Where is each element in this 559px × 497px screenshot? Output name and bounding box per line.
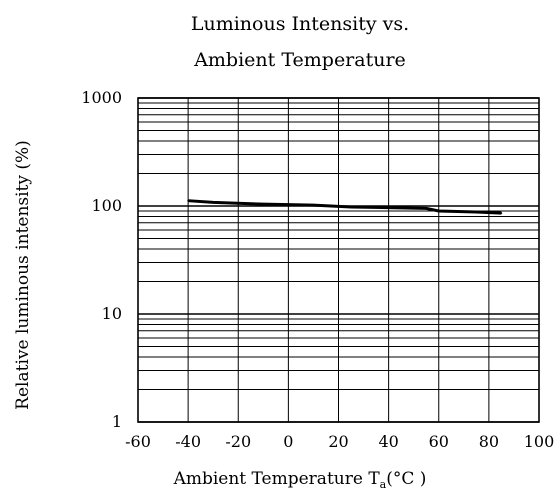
data-point (312, 204, 315, 206)
data-series (187, 199, 503, 215)
chart-title-line1: Luminous Intensity vs. (191, 13, 409, 35)
x-tick-label: 40 (378, 432, 398, 451)
data-point (437, 210, 440, 212)
x-tick-label: 100 (524, 432, 555, 451)
x-tick-label: -60 (125, 432, 151, 451)
x-tick-labels: -60 -40 -20 0 20 40 60 80 100 (125, 432, 554, 451)
x-tick-label: 80 (479, 432, 499, 451)
x-tick-label: -20 (225, 432, 251, 451)
y-tick-labels: 1 10 100 1000 (81, 88, 122, 431)
x-axis-label-main: Ambient Temperature T (173, 469, 381, 489)
data-point (425, 207, 428, 210)
data-point (500, 212, 503, 214)
y-tick-label: 1000 (81, 88, 122, 107)
data-point (350, 206, 352, 208)
x-axis-label: Ambient Temperature Ta(°C ) (173, 469, 427, 491)
data-point (475, 211, 478, 213)
x-tick-label: 60 (429, 432, 449, 451)
data-point (212, 201, 214, 204)
x-axis-label-unit: (°C ) (386, 469, 426, 489)
x-tick-label: 0 (283, 432, 293, 451)
plot-frame (137, 97, 540, 423)
x-axis-label-subscript: a (380, 478, 387, 491)
y-axis-label: Relative luminous intensity (%) (13, 140, 33, 410)
y-tick-label: 100 (91, 196, 122, 215)
plot-grid (137, 97, 540, 423)
y-tick-label: 1 (112, 412, 122, 431)
data-point (262, 203, 265, 205)
data-point (187, 199, 189, 202)
x-tick-label: 20 (328, 432, 348, 451)
y-tick-label: 10 (102, 304, 122, 323)
chart-title-line2: Ambient Temperature (193, 49, 406, 71)
x-tick-label: -40 (175, 432, 201, 451)
